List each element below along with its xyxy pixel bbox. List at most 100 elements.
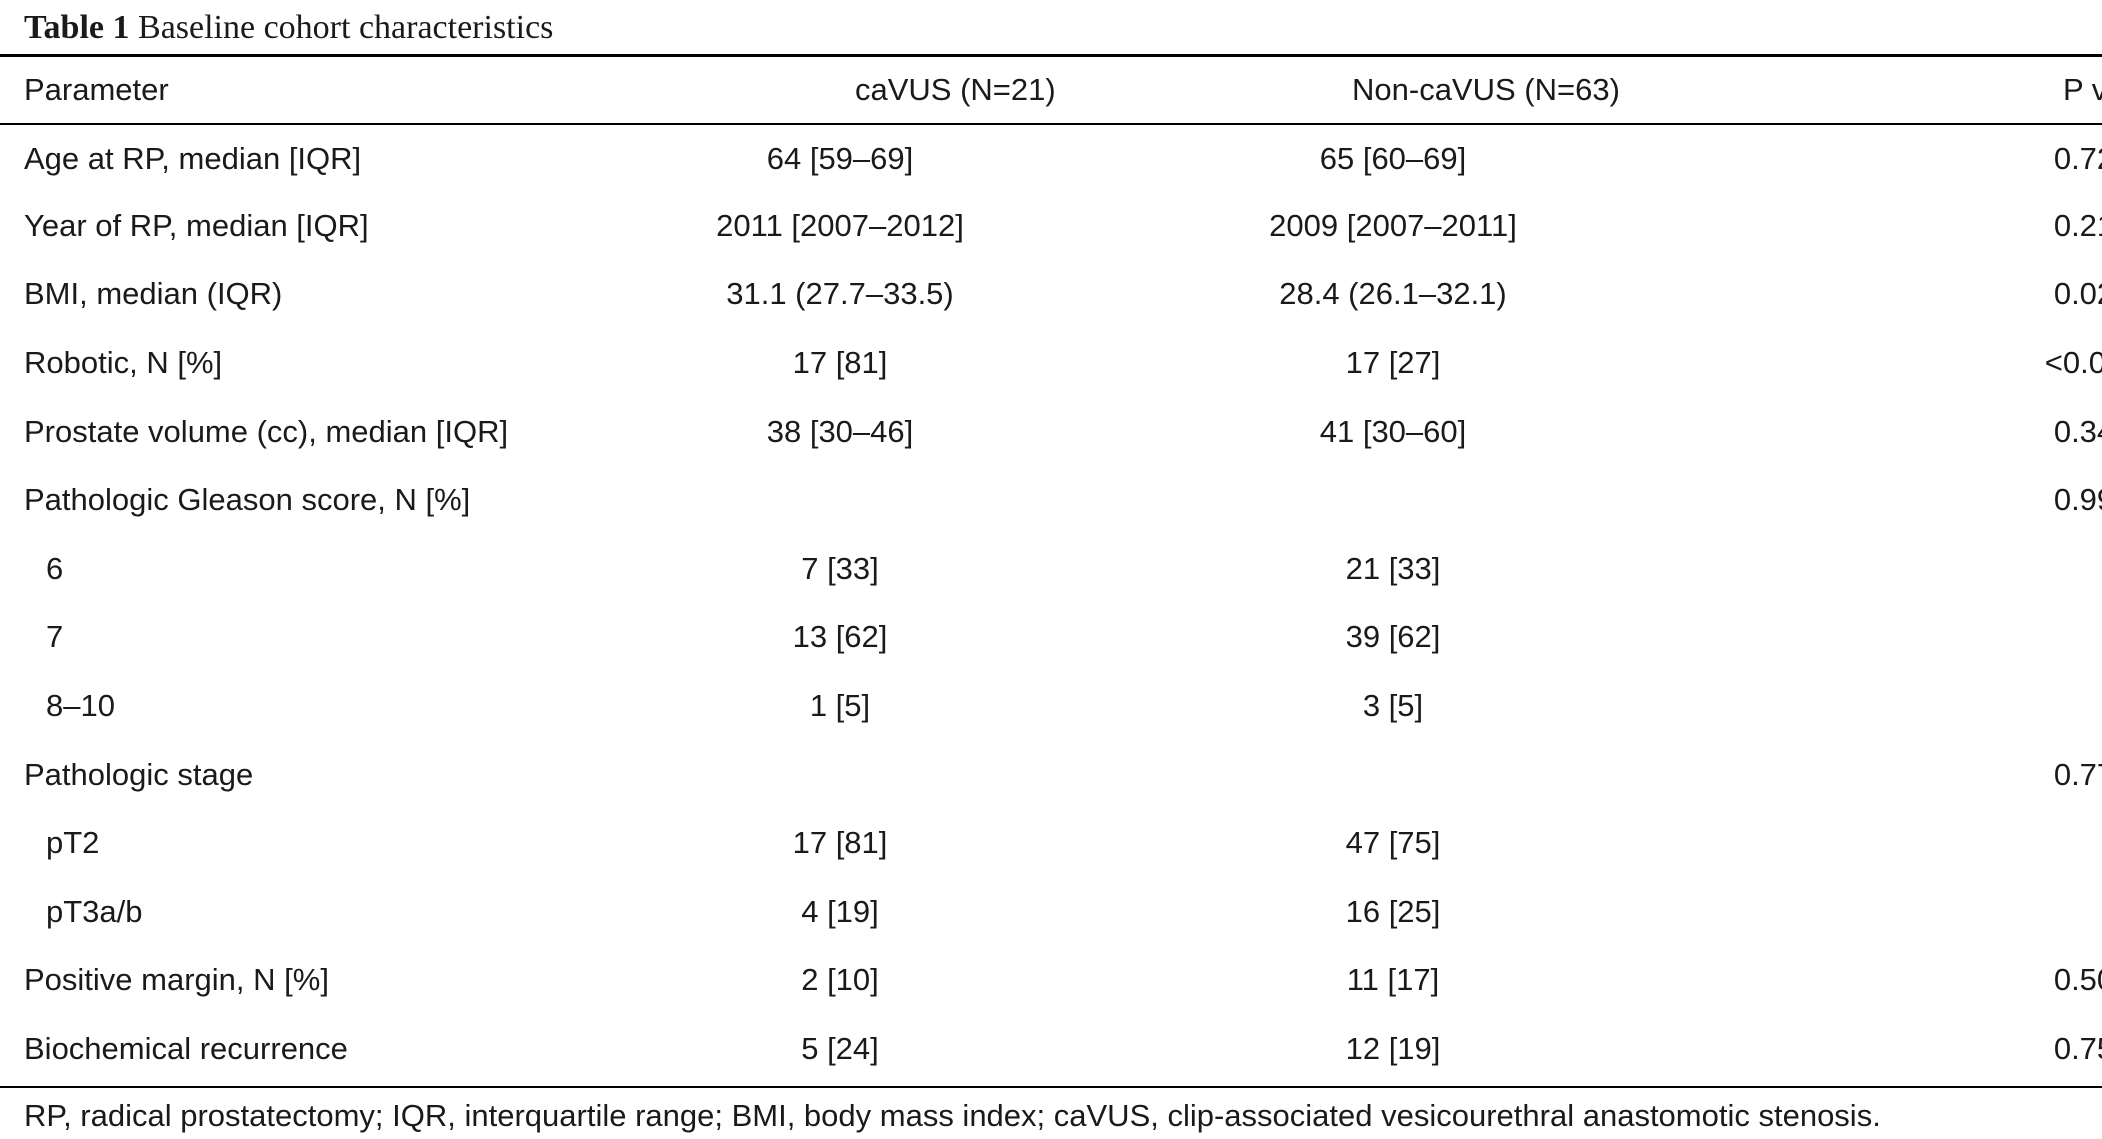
cell-cavus-text: 2011 [2007–2012]: [716, 207, 964, 243]
cell-noncavus: 11 [17]: [1217, 946, 1832, 1015]
cell-cavus: [764, 740, 1217, 809]
cell-cavus: 2 [10]: [764, 946, 1217, 1015]
cell-cavus: 1 [5]: [764, 672, 1217, 741]
cell-cavus: 17 [81]: [764, 809, 1217, 878]
cell-p-value-text: 0.72: [2053, 140, 2102, 176]
cell-parameter: pT3a/b: [46, 893, 143, 929]
header-rule: [0, 123, 2102, 125]
cell-parameter: pT2: [46, 825, 100, 861]
cell-noncavus-text: 17 [27]: [1345, 345, 1441, 381]
cell-noncavus: 39 [62]: [1217, 603, 1832, 672]
cell-p-value-text: 0.50: [2053, 962, 2102, 998]
cell-parameter: 6: [46, 550, 64, 586]
header-parameter: Parameter: [24, 72, 169, 107]
cell-cavus: 38 [30–46]: [764, 397, 1217, 466]
cell-parameter: Positive margin, N [%]: [24, 962, 329, 998]
cell-cavus-text: 38 [30–46]: [766, 413, 914, 449]
cell-noncavus: 28.4 (26.1–32.1): [1217, 260, 1832, 329]
table-row: Age at RP, median [IQR] 64 [59–69] 65 [60–…: [0, 123, 2102, 192]
cell-cavus-text: 2 [10]: [801, 962, 879, 998]
cell-p-value-text: 0.99: [2053, 482, 2102, 518]
header-cavus: caVUS (N=21): [855, 72, 1056, 107]
cell-noncavus-text: 16 [25]: [1345, 893, 1441, 929]
cell-cavus-text: 17 [81]: [792, 345, 888, 381]
cell-p-value: 0.77: [1832, 740, 2102, 809]
cell-p-value-text: 0.02: [2053, 276, 2102, 312]
cell-parameter: Biochemical recurrence: [24, 1031, 348, 1067]
table-row: Prostate volume (cc), median [IQR] 38 [30…: [0, 397, 2102, 466]
cell-noncavus-text: 28.4 (26.1–32.1): [1279, 276, 1507, 312]
cell-p-value-text: 0.75: [2053, 1031, 2102, 1067]
table-footnote: RP, radical prostatectomy; IQR, interqua…: [24, 1098, 1881, 1133]
cell-noncavus-text: 2009 [2007–2011]: [1269, 207, 1517, 243]
table-row: BMI, median (IQR) 31.1 (27.7–33.5) 28.4 (2…: [0, 260, 2102, 329]
cell-p-value: <0.01: [1832, 329, 2102, 398]
cell-cavus-text: 64 [59–69]: [766, 140, 914, 176]
cell-cavus: 31.1 (27.7–33.5): [726, 260, 1217, 329]
cohort-table: Parameter caVUS (N=21) Non-caVUS (N=63) …: [0, 57, 2102, 1083]
cell-noncavus: 21 [33]: [1217, 535, 1832, 604]
cell-noncavus: [1217, 740, 1832, 809]
cell-p-value: 0.21: [1832, 192, 2102, 261]
table-row: pT2 17 [81] 47 [75]: [0, 809, 2102, 878]
cell-noncavus-text: 3 [5]: [1362, 688, 1424, 724]
table-row: 8–10 1 [5] 3 [5]: [0, 672, 2102, 741]
cell-noncavus: 2009 [2007–2011]: [1217, 192, 1832, 261]
table-row: Biochemical recurrence 5 [24] 12 [19] 0.75: [0, 1015, 2102, 1084]
cell-noncavus-text: 41 [30–60]: [1319, 413, 1467, 449]
cell-cavus: 13 [62]: [764, 603, 1217, 672]
table-row: Year of RP, median [IQR] 2011 [2007–2012]…: [0, 192, 2102, 261]
cell-noncavus: 12 [19]: [1217, 1015, 1832, 1084]
cell-noncavus: 41 [30–60]: [1217, 397, 1832, 466]
cell-parameter: 7: [46, 619, 64, 655]
cell-cavus-text: 7 [33]: [801, 550, 879, 586]
cell-cavus-text: 1 [5]: [809, 688, 871, 724]
table-row: pT3a/b 4 [19] 16 [25]: [0, 878, 2102, 947]
header-row: Parameter caVUS (N=21) Non-caVUS (N=63) …: [0, 57, 2102, 123]
cell-cavus-text: 4 [19]: [801, 893, 879, 929]
cell-cavus-text: 17 [81]: [792, 825, 888, 861]
cell-p-value: [1832, 672, 2102, 741]
cell-p-value-text: 0.34: [2053, 413, 2102, 449]
cell-noncavus-text: 21 [33]: [1345, 550, 1441, 586]
cell-noncavus: 65 [60–69]: [1217, 123, 1832, 192]
cell-parameter: Pathologic stage: [24, 756, 254, 792]
cell-cavus-text: 5 [24]: [801, 1031, 879, 1067]
cell-noncavus: 16 [25]: [1217, 878, 1832, 947]
cell-cavus-text: 31.1 (27.7–33.5): [726, 276, 954, 312]
cell-parameter: BMI, median (IQR): [24, 276, 283, 312]
cell-parameter: 8–10: [46, 688, 115, 724]
cell-noncavus-text: 11 [17]: [1346, 962, 1440, 998]
cell-p-value-text: 0.77: [2053, 756, 2102, 792]
cell-parameter: Prostate volume (cc), median [IQR]: [24, 413, 509, 449]
cell-p-value-text: 0.21: [2053, 207, 2102, 243]
cell-noncavus: 47 [75]: [1217, 809, 1832, 878]
table-row: 7 13 [62] 39 [62]: [0, 603, 2102, 672]
cell-noncavus-text: 12 [19]: [1345, 1031, 1441, 1067]
table-body: Age at RP, median [IQR] 64 [59–69] 65 [60–…: [0, 123, 2102, 1083]
cell-cavus-text: 13 [62]: [792, 619, 888, 655]
cell-noncavus: 17 [27]: [1217, 329, 1832, 398]
cell-noncavus-text: 39 [62]: [1345, 619, 1441, 655]
cell-p-value: 0.75: [1832, 1015, 2102, 1084]
cell-cavus: 17 [81]: [764, 329, 1217, 398]
top-rule: [0, 54, 2102, 57]
cell-noncavus: 3 [5]: [1217, 672, 1832, 741]
table-row: Positive margin, N [%] 2 [10] 11 [17] 0.50: [0, 946, 2102, 1015]
table-caption: Table 1 Baseline cohort characteristics: [24, 4, 553, 52]
cell-cavus: 7 [33]: [764, 535, 1217, 604]
cell-p-value: [1832, 809, 2102, 878]
cell-cavus: 64 [59–69]: [764, 123, 1217, 192]
cell-p-value: 0.34: [1832, 397, 2102, 466]
header-noncavus: Non-caVUS (N=63): [1352, 72, 1620, 107]
cell-p-value: 0.72: [1832, 123, 2102, 192]
cell-cavus: [764, 466, 1217, 535]
bottom-rule: [0, 1086, 2102, 1088]
cell-noncavus-text: 65 [60–69]: [1319, 140, 1467, 176]
cell-p-value: [1832, 878, 2102, 947]
cell-cavus: 2011 [2007–2012]: [716, 192, 1217, 261]
cell-parameter: Age at RP, median [IQR]: [24, 140, 362, 176]
cell-p-value: 0.99: [1832, 466, 2102, 535]
table-title: Baseline cohort characteristics: [138, 9, 554, 46]
header-p-value: P value: [2063, 72, 2102, 107]
